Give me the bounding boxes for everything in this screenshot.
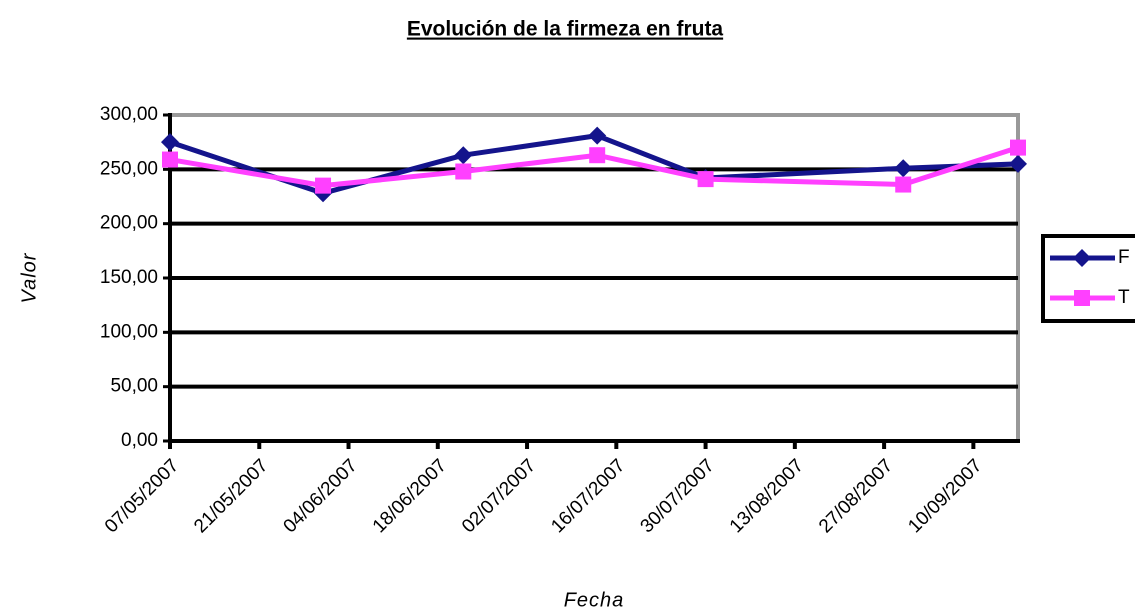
y-tick-label: 300,00 [100,104,158,125]
y-tick-label: 200,00 [100,213,158,234]
y-tick-label: 150,00 [100,267,158,288]
marker [697,171,714,188]
x-tick-label: 30/07/2007 [637,455,719,537]
y-tick-label: 100,00 [100,321,158,342]
x-axis-label: Fecha [564,589,625,611]
x-tick-label: 10/09/2007 [904,455,986,537]
chart-title: Evolución de la firmeza en fruta [407,18,724,41]
marker [315,177,332,194]
marker [894,159,913,178]
marker [455,163,472,180]
marker [1073,249,1091,267]
x-tick-label: 02/07/2007 [458,455,540,537]
x-tick-label: 18/06/2007 [369,455,451,537]
marker [162,151,178,168]
y-tick-label: 50,00 [110,376,158,397]
x-tick-label: 16/07/2007 [547,455,629,537]
marker [1010,139,1026,156]
marker [1009,154,1027,173]
marker [589,147,606,164]
marker [1074,290,1090,306]
legend-label: F [1118,247,1130,268]
legend-label: T [1118,287,1130,308]
x-tick-label: 27/08/2007 [815,455,897,537]
y-tick-label: 0,00 [121,430,158,451]
marker [161,133,179,152]
y-axis-label: Valor [18,252,40,303]
marker [895,176,912,193]
legend-box [1041,234,1135,323]
x-tick-label: 21/05/2007 [190,455,272,537]
marker [454,146,473,165]
x-tick-label: 13/08/2007 [726,455,808,537]
y-tick-label: 250,00 [100,158,158,179]
x-tick-label: 04/06/2007 [280,455,362,537]
x-tick-label: 07/05/2007 [101,455,183,537]
marker [588,126,607,145]
